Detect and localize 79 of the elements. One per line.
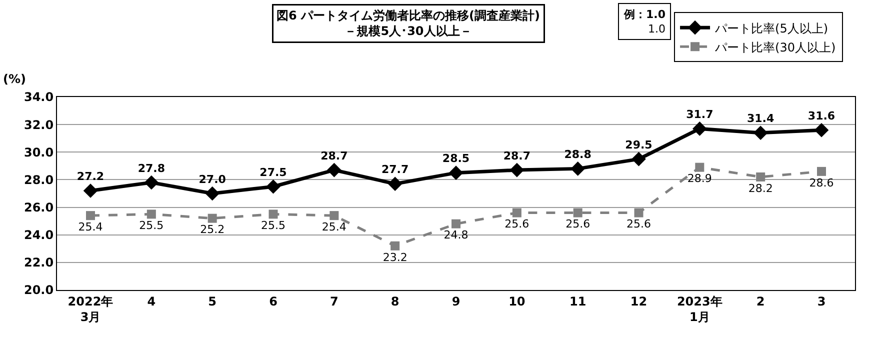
- data-label: 28.8: [564, 148, 592, 162]
- point: [512, 208, 522, 218]
- point: [83, 184, 98, 198]
- data-label: 31.6: [808, 109, 836, 122]
- x-tick-label: 2022年 3月: [68, 294, 114, 324]
- point: [266, 179, 280, 194]
- data-label: 31.4: [747, 112, 774, 126]
- y-axis-title: (%): [3, 72, 26, 86]
- point: [570, 162, 585, 176]
- x-tick-label: 5: [208, 294, 217, 308]
- point: [632, 152, 646, 166]
- y-tick-label: 30.0: [24, 145, 54, 160]
- y-tick-label: 26.0: [24, 200, 54, 214]
- data-label: 25.6: [566, 218, 590, 231]
- point: [327, 162, 342, 178]
- data-label: 31.7: [686, 108, 714, 122]
- x-tick-label: 12: [630, 294, 648, 308]
- data-label: 25.6: [504, 218, 530, 231]
- x-tick-label: 9: [452, 294, 460, 308]
- point: [753, 126, 768, 140]
- y-tick-label: 34.0: [24, 90, 54, 104]
- data-label: 25.6: [626, 218, 651, 231]
- point: [695, 162, 704, 172]
- point: [330, 211, 339, 220]
- point: [205, 186, 220, 201]
- point: [268, 210, 278, 219]
- y-tick-label: 20.0: [24, 283, 54, 298]
- x-tick-label: 3: [817, 294, 826, 308]
- point: [756, 172, 766, 182]
- data-label: 25.5: [261, 219, 286, 232]
- data-label: 25.4: [322, 220, 346, 234]
- point: [817, 166, 826, 176]
- data-label: 28.7: [320, 149, 348, 162]
- data-label: 27.7: [382, 163, 409, 176]
- data-label: 25.2: [200, 223, 225, 236]
- data-label: 27.5: [260, 166, 287, 179]
- point: [634, 208, 644, 218]
- x-tick-label: 8: [390, 294, 400, 308]
- data-label: 28.2: [748, 182, 773, 195]
- x-tick-label: 4: [147, 294, 156, 308]
- point: [510, 162, 524, 178]
- chart-title: 図6 パートタイム労働者比率の推移(調査産業計) －規模5人･30人以上－: [276, 8, 540, 38]
- data-label: 29.5: [625, 138, 652, 152]
- data-label: 28.7: [503, 149, 530, 162]
- x-tick-label: 2: [756, 294, 765, 308]
- x-tick-label: 6: [269, 294, 278, 308]
- y-tick-label: 32.0: [24, 118, 54, 132]
- data-label: 27.8: [138, 162, 165, 175]
- y-tick-label: 24.0: [24, 228, 54, 242]
- x-tick-label: 10: [508, 294, 526, 308]
- point: [814, 122, 829, 138]
- y-tick-label: 28.0: [24, 172, 54, 187]
- text: 例：1.0: [623, 8, 666, 21]
- point: [144, 175, 159, 190]
- point: [692, 122, 707, 136]
- data-label: 28.5: [442, 152, 470, 166]
- legend-label: パート比率(30人以上): [714, 40, 836, 54]
- point: [388, 176, 402, 191]
- data-label: 28.9: [687, 172, 712, 186]
- data-label: 28.6: [809, 176, 834, 190]
- x-tick-label: 11: [569, 294, 586, 308]
- legend-label: パート比率(5人以上): [714, 21, 828, 36]
- point: [448, 166, 464, 180]
- data-label: 24.8: [444, 228, 468, 242]
- point: [452, 219, 460, 228]
- data-label: 27.0: [198, 172, 226, 186]
- y-tick-label: 22.0: [24, 256, 54, 270]
- data-label: 25.4: [78, 220, 103, 234]
- point: [390, 241, 400, 250]
- x-tick-label: 2023年 1月: [676, 294, 722, 324]
- point: [208, 214, 217, 223]
- text: 1.0: [648, 22, 666, 36]
- point: [573, 208, 582, 218]
- point: [86, 211, 95, 220]
- data-label: 25.5: [139, 219, 164, 232]
- data-label: 27.2: [76, 170, 104, 184]
- point: [146, 210, 156, 219]
- x-tick-label: 7: [330, 294, 338, 308]
- data-label: 23.2: [382, 250, 408, 264]
